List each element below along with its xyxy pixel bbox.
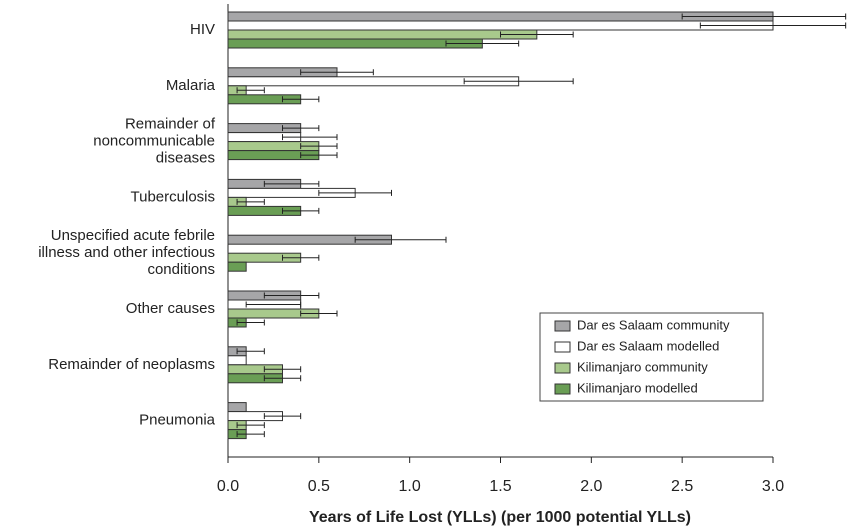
error-bar <box>245 301 302 308</box>
y-tick-label: conditions <box>147 261 215 278</box>
legend-swatch <box>554 362 571 374</box>
bar <box>227 402 247 413</box>
y-tick-label: Pneumonia <box>139 412 216 429</box>
legend-box <box>539 312 764 402</box>
x-tick-label: 3.0 <box>762 478 784 495</box>
y-tick-label: Remainder of neoplasms <box>48 356 215 373</box>
error-bar <box>263 413 302 420</box>
x-tick-label: 1.0 <box>399 478 421 495</box>
y-tick-label: Other causes <box>126 300 215 317</box>
error-bar <box>282 207 320 214</box>
error-bar <box>282 125 320 132</box>
x-tick-label: 0.5 <box>308 478 330 495</box>
legend-swatch <box>554 320 571 332</box>
error-bar <box>282 254 320 261</box>
legend-swatch <box>554 341 571 353</box>
error-bar <box>445 40 520 47</box>
error-bar <box>282 96 320 103</box>
bar <box>227 261 247 272</box>
y-tick-label: Remainder of <box>125 116 216 133</box>
error-bar <box>263 180 320 187</box>
error-bar <box>236 319 265 326</box>
x-tick-label: 1.5 <box>489 478 511 495</box>
bar <box>227 20 774 31</box>
y-tick-label: Unspecified acute febrile <box>51 227 215 244</box>
error-bar <box>354 236 447 243</box>
y-tick-label: diseases <box>156 150 215 167</box>
y-tick-label: HIV <box>190 21 215 38</box>
y-tick-label: Malaria <box>166 77 216 94</box>
x-tick-label: 2.5 <box>671 478 693 495</box>
bar <box>227 355 247 366</box>
legend-label: Kilimanjaro community <box>577 359 708 374</box>
error-bar <box>236 422 265 429</box>
legend-label: Dar es Salaam modelled <box>577 338 719 353</box>
bar <box>227 29 538 40</box>
x-axis-label: Years of Life Lost (YLLs) (per 1000 pote… <box>309 509 691 526</box>
error-bar <box>236 348 265 355</box>
x-tick-label: 0.0 <box>217 478 239 495</box>
error-bar <box>699 22 847 29</box>
x-tick-label: 2.0 <box>580 478 602 495</box>
error-bar <box>263 375 302 382</box>
bar <box>227 38 483 49</box>
legend-swatch <box>554 383 571 395</box>
error-bar <box>236 198 265 205</box>
error-bar <box>463 78 574 85</box>
error-bar <box>300 69 374 76</box>
y-tick-label: illness and other infectious <box>38 244 215 261</box>
error-bar <box>300 143 338 150</box>
error-bar <box>282 134 338 141</box>
error-bar <box>500 31 574 38</box>
error-bar <box>300 310 338 317</box>
legend-label: Kilimanjaro modelled <box>577 380 698 395</box>
legend-label: Dar es Salaam community <box>577 317 730 332</box>
error-bar <box>681 13 847 20</box>
y-tick-label: Tuberculosis <box>131 188 215 205</box>
error-bar <box>236 87 265 94</box>
error-bar <box>263 292 320 299</box>
error-bar <box>236 431 265 438</box>
y-tick-label: noncommunicable <box>93 133 215 150</box>
error-bar <box>300 152 338 159</box>
error-bar <box>318 189 392 196</box>
error-bar <box>263 366 302 373</box>
